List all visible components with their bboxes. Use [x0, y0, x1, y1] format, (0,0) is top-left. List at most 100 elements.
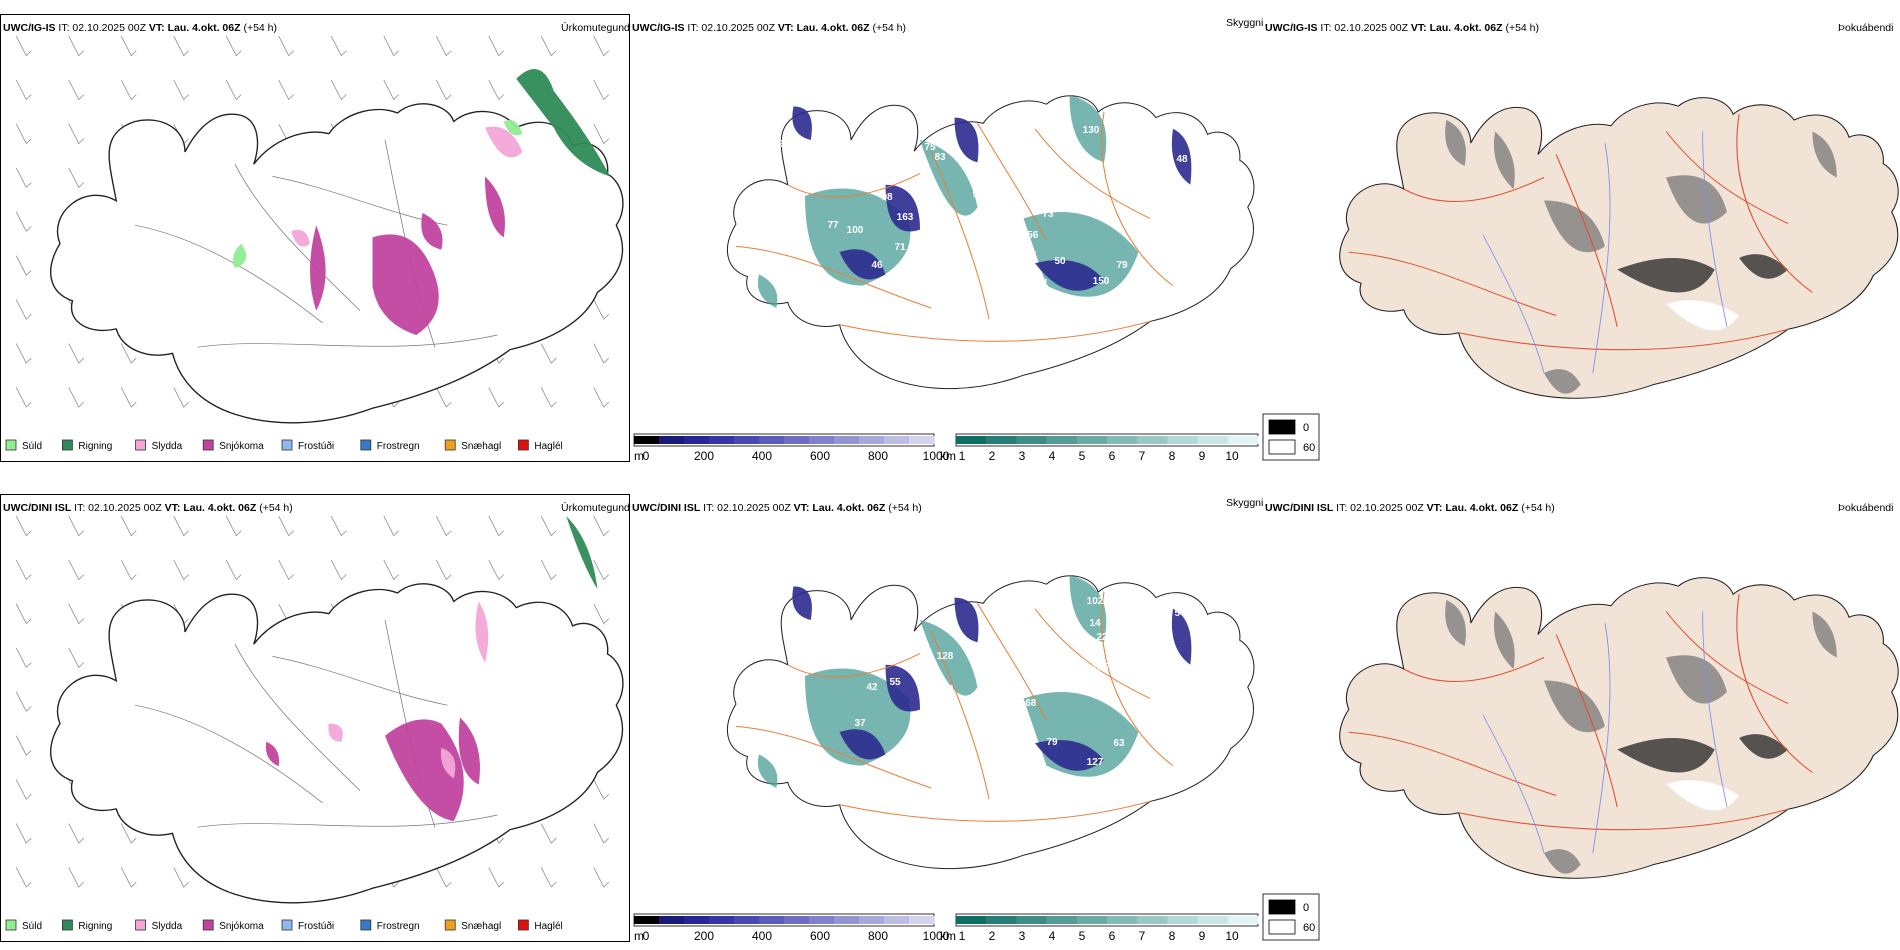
visibility-label: 101: [1040, 167, 1057, 178]
km-tick: 1: [959, 929, 966, 943]
rivers: [1482, 611, 1728, 854]
valid-time: VT: Lau. 4.okt. 06Z: [793, 502, 886, 514]
vis-name-1: Skyggni: [1226, 497, 1264, 509]
lead-time: (+54 h): [888, 502, 922, 514]
fog-name-1: Þokuábendi: [1838, 502, 1894, 514]
visibility-areas: [757, 575, 1192, 788]
precip-legend-item: Slydda: [135, 919, 183, 932]
visibility-label: 22: [1096, 632, 1108, 643]
visibility-label: 79: [1116, 260, 1128, 271]
height-colorbar: m0 200 400 600 800 1000: [633, 433, 950, 463]
lead-time: (+54 h): [1505, 22, 1540, 34]
roads: [735, 591, 1174, 822]
precip-legend-label: Súld: [22, 441, 42, 452]
visibility-labels: 90 51 85 44 75 79 127 63 168 72 135 102 12 14 22 42 54 12…: [750, 550, 1186, 861]
fog-name-0: Þokuábendi: [1838, 22, 1894, 34]
lead-time: (+54 h): [1521, 502, 1555, 514]
model-name: UWC/DINI ISL: [632, 502, 701, 514]
visibility-label: 43: [1141, 139, 1153, 150]
visibility-label: 42: [1141, 623, 1153, 634]
visibility-label: 71: [894, 242, 906, 253]
vis-name-0: Skyggni: [1226, 17, 1264, 29]
visibility-label: 90: [764, 819, 776, 830]
precip-legend-item: Slydda: [135, 439, 183, 452]
visibility-label: 75: [1012, 739, 1024, 750]
maps-row-1: 90 51 85 44 75 79 127 63 168 72 135 102 12 14 22 42 54 12…: [15, 515, 1899, 904]
visibility-label: 93: [972, 189, 984, 200]
visibility-label: 48: [1176, 154, 1188, 165]
km-tick: 2: [989, 929, 996, 943]
visibility-label: 150: [1093, 276, 1110, 287]
roads: [735, 111, 1174, 342]
model-name: UWC/DINI ISL: [3, 502, 72, 514]
height-tick: 800: [868, 929, 888, 943]
precip-map-0: [15, 35, 624, 424]
valid-time: VT: Lau. 4.okt. 06Z: [164, 502, 257, 514]
precip-title-0: UWC/IG-IS IT: 02.10.2025 00Z VT: Lau. 4.…: [3, 22, 277, 34]
height-tick: 0: [643, 929, 650, 943]
visibility-label: 42: [866, 682, 878, 693]
precip-legend-item: Frostúði: [281, 919, 334, 932]
visibility-label: 75: [924, 142, 936, 153]
km-tick: 4: [1049, 449, 1056, 463]
km-tick: 6: [1109, 449, 1116, 463]
precip-legend-label: Snæhagl: [461, 441, 501, 452]
visibility-label: 105: [990, 612, 1007, 623]
valid-time: VT: Lau. 4.okt. 06Z: [1410, 22, 1503, 34]
visibility-label: 12: [1119, 596, 1131, 607]
precip-legend-item: Snæhagl: [444, 439, 501, 452]
vis-title-0: UWC/IG-IS IT: 02.10.2025 00Z VT: Lau. 4.…: [632, 22, 906, 34]
visibility-label: 135: [1092, 662, 1109, 673]
visibility-label: 106: [942, 732, 959, 743]
km-tick: 10: [1225, 929, 1239, 943]
precip-legend-label: Rigning: [78, 441, 112, 452]
height-tick: 0: [643, 449, 650, 463]
visibility-label: 23: [754, 342, 766, 353]
visibility-label: 78: [842, 655, 854, 666]
visibility-label: 265: [750, 596, 767, 607]
precip-legend-item: Haglél: [518, 919, 563, 932]
precip-name-0: Úrkomutegund: [561, 22, 630, 34]
init-time: IT: 02.10.2025 00Z: [703, 502, 791, 514]
precip-legend-label: Haglél: [534, 921, 562, 932]
model-name: UWC/DINI ISL: [1265, 502, 1334, 514]
precip-legend-item: Rigning: [62, 919, 112, 932]
km-tick: 8: [1169, 449, 1176, 463]
km-tick: 8: [1169, 929, 1176, 943]
valid-time: VT: Lau. 4.okt. 06Z: [777, 22, 870, 34]
init-time: IT: 02.10.2025 00Z: [1320, 22, 1408, 34]
precip-legend-item: Súld: [5, 919, 42, 932]
fog-legend: 0 60: [1262, 413, 1320, 461]
visibility-label: 98: [1074, 86, 1086, 97]
visibility-label: 85: [907, 831, 919, 842]
fog-map-0: [1339, 96, 1899, 399]
visibility-label: 51: [932, 850, 944, 861]
vis-map-1: [726, 575, 1255, 870]
visibility-label: 50: [1054, 256, 1066, 267]
height-tick: 400: [752, 449, 772, 463]
precip-legend-item: Snjókoma: [202, 919, 264, 932]
lead-time: (+54 h): [243, 22, 278, 34]
fog-shading: [1445, 600, 1837, 874]
km-unit: km: [940, 449, 956, 463]
km-tick: 9: [1199, 929, 1206, 943]
visibility-label: 62: [929, 375, 941, 386]
visibility-label: 86: [779, 550, 791, 561]
visibility-label: 46: [871, 260, 883, 271]
visibility-label: 55: [889, 677, 901, 688]
model-name: UWC/IG-IS: [3, 22, 56, 34]
visibility-label: 98: [881, 192, 893, 203]
km-colorbar: km 1 2 3 4 5 6 7 8 9 10: [940, 913, 1259, 943]
fog-legend-label: 0: [1303, 422, 1309, 434]
precip-legend-item: Frostúði: [281, 439, 334, 452]
precip-legend-label: Frostúði: [298, 440, 334, 452]
height-tick: 1000: [923, 449, 950, 463]
init-time: IT: 02.10.2025 00Z: [1336, 502, 1424, 514]
height-tick: 800: [868, 449, 888, 463]
precip-legend-label: Slydda: [152, 921, 183, 932]
visibility-label: 201: [1032, 278, 1049, 289]
visibility-label: 83: [934, 152, 946, 163]
km-tick: 5: [1079, 449, 1086, 463]
